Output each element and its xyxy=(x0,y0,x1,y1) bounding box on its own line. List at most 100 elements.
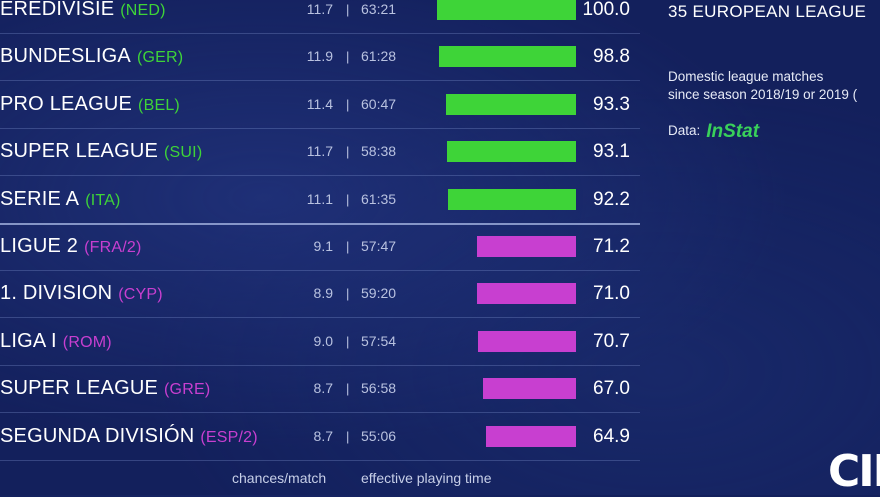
table-row: 1. DIVISION (CYP) 8.9 | 59:20 71.0 xyxy=(0,270,640,319)
league-label: SERIE A xyxy=(0,187,80,210)
panel-description: Domestic league matches since season 201… xyxy=(668,68,857,104)
cies-logo: CIE xyxy=(828,446,880,497)
league-name: PRO LEAGUE (BEL) xyxy=(0,81,180,128)
playing-time-value: 57:54 xyxy=(361,332,397,349)
chances-value: 11.7 xyxy=(306,143,333,160)
column-separator: | xyxy=(346,2,350,17)
chances-value: 11.1 xyxy=(306,190,333,207)
value-bar xyxy=(446,141,576,163)
time-column-label: effective playing time xyxy=(361,470,492,486)
country-code: (GER) xyxy=(136,49,184,67)
chances-value: 9.1 xyxy=(313,238,333,254)
league-label: SUPER LEAGUE xyxy=(0,377,159,400)
league-label: PRO LEAGUE xyxy=(0,92,133,115)
value-bar xyxy=(438,46,576,68)
value-bar xyxy=(477,236,576,257)
column-separator: | xyxy=(346,428,350,444)
country-code: (ROM) xyxy=(62,333,112,351)
chances-value: 11.9 xyxy=(306,48,333,65)
league-name: LIGUE 2 (FRA/2) xyxy=(0,223,142,270)
table-row: SUPER LEAGUE (SUI) 11.7 | 58:38 93.1 xyxy=(0,128,640,177)
chances-value: 11.7 xyxy=(306,1,333,17)
value-bar xyxy=(437,0,576,20)
playing-time-value: 63:21 xyxy=(361,1,397,17)
league-label: EREDIVISIE xyxy=(0,0,115,20)
league-name: EREDIVISIE (NED) xyxy=(0,0,166,33)
playing-time-value: 55:06 xyxy=(361,427,397,444)
chances-value: 9.0 xyxy=(313,332,333,349)
column-separator: | xyxy=(346,144,350,160)
column-separator: | xyxy=(346,191,350,207)
data-source: Data: InStat xyxy=(668,121,759,143)
league-label: BUNDESLIGA xyxy=(0,45,131,68)
country-code: (ESP/2) xyxy=(200,428,258,446)
column-separator: | xyxy=(346,286,350,302)
value-label: 93.1 xyxy=(593,141,630,163)
country-code: (CYP) xyxy=(118,286,163,304)
value-label: 100.0 xyxy=(582,0,630,20)
chances-column-label: chances/match xyxy=(232,470,327,486)
column-separator: | xyxy=(346,49,350,65)
column-separator: | xyxy=(346,96,350,112)
country-code: (ITA) xyxy=(85,191,121,209)
chances-value: 8.7 xyxy=(313,427,333,444)
league-label: 1. DIVISION xyxy=(0,282,113,305)
league-name: BUNDESLIGA (GER) xyxy=(0,33,183,80)
instat-logo: InStat xyxy=(706,121,760,142)
value-bar xyxy=(477,330,576,352)
playing-time-value: 61:35 xyxy=(361,190,397,207)
value-bar xyxy=(477,283,576,305)
value-label: 71.0 xyxy=(593,283,630,305)
country-code: (NED) xyxy=(120,2,166,19)
country-code: (BEL) xyxy=(138,96,180,114)
value-label: 64.9 xyxy=(593,425,630,447)
table-row: PRO LEAGUE (BEL) 11.4 | 60:47 93.3 xyxy=(0,81,640,129)
table-row: BUNDESLIGA (GER) 11.9 | 61:28 98.8 xyxy=(0,33,640,82)
value-label: 67.0 xyxy=(593,378,630,400)
league-label: SUPER LEAGUE xyxy=(0,140,159,163)
country-code: (FRA/2) xyxy=(84,239,142,256)
league-name: SUPER LEAGUE (SUI) xyxy=(0,128,202,175)
country-code: (SUI) xyxy=(164,144,203,162)
value-bar xyxy=(485,425,576,447)
table-row: LIGUE 2 (FRA/2) 9.1 | 57:47 71.2 xyxy=(0,223,640,271)
value-label: 98.8 xyxy=(593,46,630,68)
league-name: 1. DIVISION (CYP) xyxy=(0,270,163,317)
value-bar xyxy=(482,378,576,400)
playing-time-value: 58:38 xyxy=(361,143,397,160)
league-name: SEGUNDA DIVISIÓN (ESP/2) xyxy=(0,413,258,460)
playing-time-value: 61:28 xyxy=(361,48,397,65)
table-row: EREDIVISIE (NED) 11.7 | 63:21 100.0 xyxy=(0,0,640,34)
column-separator: | xyxy=(346,333,350,349)
table-row: SERIE A (ITA) 11.1 | 61:35 92.2 xyxy=(0,176,640,225)
panel-title: 35 EUROPEAN LEAGUE xyxy=(668,2,867,21)
column-separator: | xyxy=(346,381,350,397)
table-row: LIGA I (ROM) 9.0 | 57:54 70.7 xyxy=(0,318,640,366)
value-label: 71.2 xyxy=(593,236,630,257)
league-name: SERIE A (ITA) xyxy=(0,176,121,223)
value-label: 92.2 xyxy=(593,188,630,210)
table-row: SEGUNDA DIVISIÓN (ESP/2) 8.7 | 55:06 64.9 xyxy=(0,413,640,461)
value-bar xyxy=(447,188,576,210)
chances-value: 8.7 xyxy=(313,380,333,397)
description-line-1: Domestic league matches xyxy=(668,69,824,84)
chances-value: 8.9 xyxy=(313,285,333,302)
table-row: SUPER LEAGUE (GRE) 8.7 | 56:58 67.0 xyxy=(0,365,640,414)
chances-value: 11.4 xyxy=(306,95,333,112)
playing-time-value: 59:20 xyxy=(361,285,397,302)
playing-time-value: 56:58 xyxy=(361,380,397,397)
playing-time-value: 60:47 xyxy=(361,95,397,112)
league-label: SEGUNDA DIVISIÓN xyxy=(0,424,195,447)
league-name: LIGA I (ROM) xyxy=(0,318,112,365)
value-label: 93.3 xyxy=(593,93,630,115)
value-label: 70.7 xyxy=(593,330,630,352)
data-source-label: Data: xyxy=(668,123,701,138)
column-separator: | xyxy=(346,239,350,254)
playing-time-value: 57:47 xyxy=(361,238,397,254)
league-name: SUPER LEAGUE (GRE) xyxy=(0,365,210,412)
country-code: (GRE) xyxy=(164,381,211,399)
description-line-2: since season 2018/19 or 2019 ( xyxy=(668,87,858,102)
league-label: LIGUE 2 xyxy=(0,235,79,257)
value-bar xyxy=(446,93,576,115)
league-label: LIGA I xyxy=(0,329,57,352)
